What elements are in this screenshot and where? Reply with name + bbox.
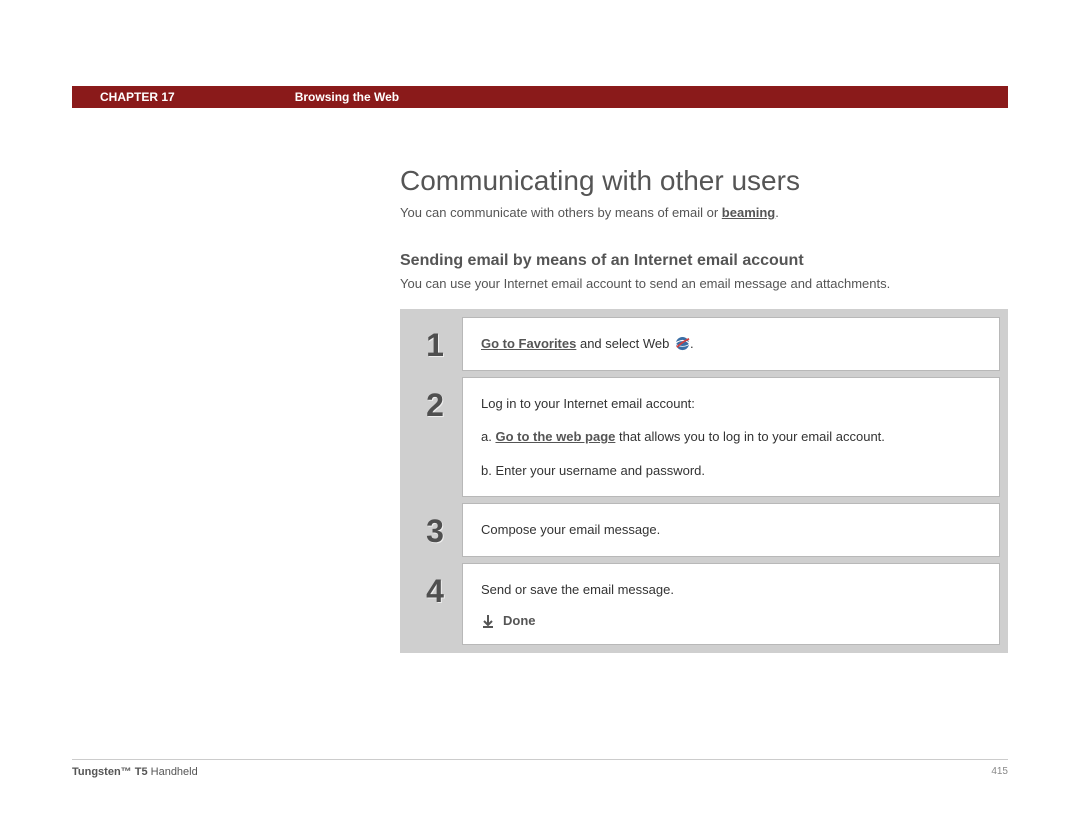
section-title: Sending email by means of an Internet em…	[400, 252, 1008, 270]
footer-product: Tungsten™ T5 Handheld	[72, 766, 198, 778]
chapter-title: Browsing the Web	[295, 90, 399, 104]
step-body: Go to Favorites and select Web .	[462, 317, 1000, 371]
beaming-link[interactable]: beaming	[722, 205, 775, 220]
done-row: Done	[481, 613, 981, 628]
step-number-cell: 4	[408, 563, 462, 646]
step-row: 1 Go to Favorites and select Web .	[408, 317, 1000, 371]
page-footer: Tungsten™ T5 Handheld 415	[72, 759, 1008, 778]
step-row: 3 Compose your email message.	[408, 503, 1000, 557]
footer-product-bold: Tungsten™ T5	[72, 766, 148, 778]
step2-a-after: that allows you to log in to your email …	[615, 429, 885, 444]
web-icon	[675, 336, 690, 351]
page-intro: You can communicate with others by means…	[400, 205, 1008, 220]
step-row: 2 Log in to your Internet email account:…	[408, 377, 1000, 498]
step3-text: Compose your email message.	[481, 520, 981, 540]
step1-period: .	[690, 336, 694, 351]
step2-lead: Log in to your Internet email account:	[481, 394, 981, 414]
step-number: 1	[426, 327, 444, 364]
favorites-link[interactable]: Go to Favorites	[481, 336, 576, 351]
done-arrow-icon	[481, 614, 495, 628]
step2-b: b. Enter your username and password.	[481, 461, 981, 481]
step-number: 4	[426, 573, 444, 610]
step-number-cell: 3	[408, 503, 462, 557]
footer-page-number: 415	[991, 766, 1008, 778]
step-row: 4 Send or save the email message. Done	[408, 563, 1000, 646]
step-body: Send or save the email message. Done	[462, 563, 1000, 646]
webpage-link[interactable]: Go to the web page	[495, 429, 615, 444]
steps-box: 1 Go to Favorites and select Web . 2 Log…	[400, 309, 1008, 653]
footer-product-rest: Handheld	[148, 766, 198, 778]
chapter-header: CHAPTER 17 Browsing the Web	[72, 86, 1008, 108]
intro-text-post: .	[775, 205, 779, 220]
step-number: 2	[426, 387, 444, 424]
done-label: Done	[503, 613, 536, 628]
step4-text: Send or save the email message.	[481, 580, 981, 600]
intro-text-pre: You can communicate with others by means…	[400, 205, 722, 220]
chapter-label: CHAPTER 17	[100, 90, 175, 104]
step2-a-prefix: a.	[481, 429, 495, 444]
step1-text-after: and select Web	[576, 336, 673, 351]
section-intro: You can use your Internet email account …	[400, 276, 1008, 291]
step-body: Compose your email message.	[462, 503, 1000, 557]
step-number-cell: 1	[408, 317, 462, 371]
step-number-cell: 2	[408, 377, 462, 498]
page-title: Communicating with other users	[400, 165, 1008, 197]
content-area: Communicating with other users You can c…	[400, 165, 1008, 653]
step-body: Log in to your Internet email account: a…	[462, 377, 1000, 498]
step-number: 3	[426, 513, 444, 550]
